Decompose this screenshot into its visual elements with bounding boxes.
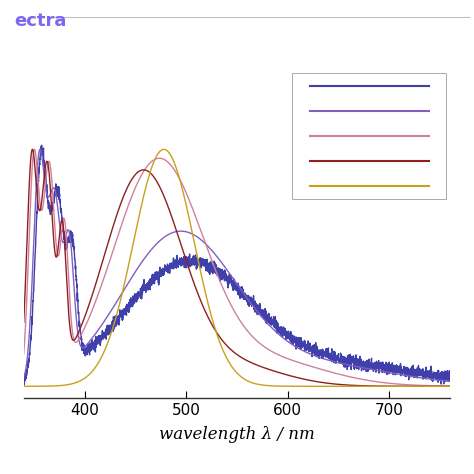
Text: ectra: ectra (14, 12, 66, 30)
X-axis label: wavelength λ / nm: wavelength λ / nm (159, 426, 315, 443)
Bar (292, 73, 446, 199)
